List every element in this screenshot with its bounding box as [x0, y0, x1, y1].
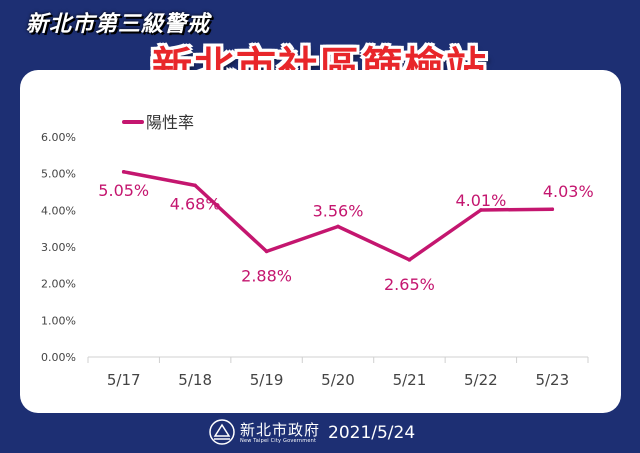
data-label: 2.88% — [241, 266, 292, 285]
legend-label: 陽性率 — [146, 113, 194, 132]
chart-card: 陽性率 0.00% 1.00% 2.00% 3.00% 4.00% 5.00% 6.00% … — [20, 70, 621, 413]
y-tick-label: 4.00% — [41, 204, 76, 217]
x-tick-label: 5/20 — [321, 371, 355, 389]
data-point — [550, 207, 555, 212]
series-points — [121, 170, 555, 262]
publish-date: 2021/5/24 — [328, 423, 416, 443]
y-tick-label: 1.00% — [41, 314, 76, 327]
agency-name: 新北市政府 — [240, 421, 321, 439]
x-tick-label: 5/19 — [250, 371, 284, 389]
data-label: 4.03% — [543, 182, 594, 201]
y-tick-label: 5.00% — [41, 168, 76, 181]
alert-level-badge: 新北市第三級警戒 — [26, 12, 211, 37]
positivity-rate-chart: 陽性率 0.00%1.00%2.00%3.00%4.00%5.00%6.00% … — [41, 113, 594, 389]
data-labels: 5.05% 4.68% 2.88% 3.56% 2.65% 4.01% 4.03% — [98, 181, 593, 294]
x-tick-label: 5/21 — [393, 371, 427, 389]
x-tick-label: 5/18 — [178, 371, 212, 389]
y-tick-label: 0.00% — [41, 351, 76, 364]
data-label: 3.56% — [313, 201, 364, 220]
data-label: 4.01% — [455, 191, 506, 210]
x-axis-ticks: 5/17 5/18 5/19 5/20 5/21 5/22 5/23 — [87, 357, 589, 389]
footer: 新北市政府 New Taipei City Government 2021/5/… — [0, 418, 640, 448]
chart-legend: 陽性率 — [122, 113, 194, 132]
x-tick-label: 5/22 — [464, 371, 498, 389]
x-tick-label: 5/23 — [535, 371, 569, 389]
new-taipei-logo-icon — [209, 419, 235, 445]
data-label: 4.68% — [170, 194, 221, 213]
data-point — [193, 183, 197, 188]
data-point — [407, 258, 412, 262]
x-tick-label: 5/17 — [107, 371, 141, 389]
data-point — [336, 224, 340, 229]
y-tick-label: 3.00% — [41, 241, 76, 254]
y-tick-label: 6.00% — [41, 131, 76, 144]
data-point — [479, 208, 483, 212]
data-label: 5.05% — [98, 181, 149, 200]
agency-name-en: New Taipei City Government — [240, 438, 317, 444]
data-point — [264, 249, 269, 254]
y-axis-ticks: 0.00% 1.00% 2.00% 3.00% 4.00% 5.00% 6.00% — [41, 131, 76, 364]
data-point — [121, 170, 126, 174]
y-tick-label: 2.00% — [41, 278, 76, 291]
data-label: 2.65% — [384, 275, 435, 294]
